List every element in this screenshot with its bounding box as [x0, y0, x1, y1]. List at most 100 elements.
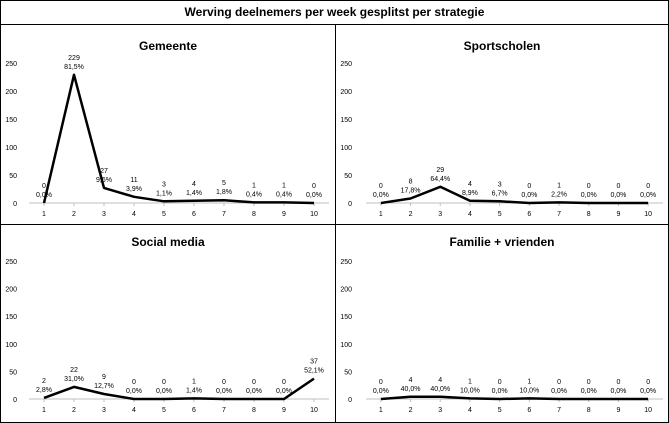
x-tick-label: 8: [587, 407, 591, 414]
y-tick-label: 100: [5, 145, 17, 152]
x-tick-label: 10: [644, 211, 652, 218]
data-label-percent: 0,4%: [246, 191, 262, 198]
data-label-count: 5: [222, 180, 226, 187]
y-tick-label: 200: [340, 287, 352, 294]
x-tick-label: 1: [379, 211, 383, 218]
data-label-percent: 52,1%: [304, 368, 324, 375]
x-tick-label: 5: [162, 407, 166, 414]
data-label-count: 0: [252, 379, 256, 386]
y-tick-label: 200: [340, 89, 352, 96]
data-label-percent: 10,0%: [460, 387, 480, 394]
x-tick-label: 1: [42, 211, 46, 218]
data-label-count: 0: [557, 379, 561, 386]
data-label-percent: 0,0%: [640, 388, 656, 395]
panel-title: Sportscholen: [464, 39, 541, 53]
y-tick-label: 50: [344, 173, 352, 180]
x-tick-label: 4: [468, 407, 472, 414]
x-tick-label: 5: [162, 211, 166, 218]
panel-title: Social media: [131, 235, 205, 249]
data-label-count: 4: [409, 377, 413, 384]
panel-title: Gemeente: [139, 39, 197, 53]
data-label-percent: 0,0%: [216, 388, 232, 395]
y-tick-label: 250: [5, 61, 17, 68]
x-tick-label: 3: [438, 211, 442, 218]
data-label-count: 0: [616, 379, 620, 386]
x-tick-label: 4: [468, 211, 472, 218]
data-label-count: 0: [527, 183, 531, 190]
data-label-percent: 31,0%: [64, 376, 84, 383]
data-label-percent: 0,4%: [276, 191, 292, 198]
data-label-percent: 0,0%: [36, 192, 52, 199]
data-label-count: 1: [527, 378, 531, 385]
data-label-percent: 40,0%: [430, 386, 450, 393]
data-label-percent: 0,0%: [126, 388, 142, 395]
y-tick-label: 250: [340, 61, 352, 68]
y-tick-label: 150: [5, 314, 17, 321]
data-label-count: 1: [282, 182, 286, 189]
data-label-percent: 0,0%: [551, 388, 567, 395]
data-label-count: 4: [192, 181, 196, 188]
data-label-count: 229: [68, 55, 80, 62]
data-label-percent: 2,2%: [551, 191, 567, 198]
x-tick-label: 3: [438, 407, 442, 414]
x-tick-label: 8: [252, 211, 256, 218]
x-tick-label: 9: [616, 211, 620, 218]
data-label-percent: 0,0%: [306, 192, 322, 199]
y-tick-label: 150: [340, 314, 352, 321]
data-label-percent: 0,0%: [610, 388, 626, 395]
y-tick-label: 100: [340, 342, 352, 349]
y-tick-label: 0: [348, 201, 352, 208]
data-label-percent: 81,5%: [64, 64, 84, 71]
data-label-count: 22: [70, 367, 78, 374]
data-label-percent: 9,6%: [96, 177, 112, 184]
x-tick-label: 2: [72, 407, 76, 414]
panel-divider-horizontal: [1, 224, 668, 225]
x-tick-label: 3: [102, 407, 106, 414]
x-tick-label: 1: [42, 407, 46, 414]
data-label-count: 4: [468, 181, 472, 188]
data-label-count: 1: [192, 378, 196, 385]
x-tick-label: 2: [409, 407, 413, 414]
data-label-count: 1: [252, 182, 256, 189]
data-label-percent: 6,7%: [492, 190, 508, 197]
y-tick-label: 50: [9, 173, 17, 180]
data-label-percent: 17,8%: [401, 188, 421, 195]
data-label-percent: 0,0%: [610, 192, 626, 199]
data-label-count: 0: [222, 379, 226, 386]
data-label-percent: 8,9%: [462, 190, 478, 197]
data-label-count: 0: [587, 183, 591, 190]
data-label-percent: 0,0%: [156, 388, 172, 395]
data-label-count: 4: [438, 377, 442, 384]
series-line: [380, 185, 649, 205]
data-label-percent: 0,0%: [581, 192, 597, 199]
data-label-percent: 40,0%: [401, 386, 421, 393]
x-tick-label: 5: [498, 407, 502, 414]
x-tick-label: 10: [310, 211, 318, 218]
data-label-count: 3: [498, 181, 502, 188]
x-tick-label: 8: [587, 211, 591, 218]
data-label-count: 0: [312, 183, 316, 190]
data-label-count: 0: [646, 183, 650, 190]
data-label-percent: 3,9%: [126, 186, 142, 193]
y-tick-label: 250: [340, 259, 352, 266]
data-label-count: 0: [587, 379, 591, 386]
data-label-count: 0: [379, 379, 383, 386]
x-tick-label: 6: [527, 407, 531, 414]
data-label-percent: 0,0%: [246, 388, 262, 395]
data-label-percent: 0,0%: [373, 388, 389, 395]
data-label-count: 0: [132, 379, 136, 386]
y-tick-label: 100: [340, 145, 352, 152]
data-label-count: 0: [379, 183, 383, 190]
data-label-count: 0: [42, 183, 46, 190]
data-label-percent: 1,8%: [216, 189, 232, 196]
x-tick-label: 7: [557, 407, 561, 414]
series-line: [380, 395, 649, 401]
x-tick-label: 7: [222, 211, 226, 218]
x-tick-label: 6: [527, 211, 531, 218]
x-tick-label: 4: [132, 211, 136, 218]
x-tick-label: 2: [409, 211, 413, 218]
x-tick-label: 9: [616, 407, 620, 414]
data-label-count: 29: [436, 167, 444, 174]
data-label-percent: 0,0%: [373, 192, 389, 199]
data-label-count: 8: [409, 179, 413, 186]
